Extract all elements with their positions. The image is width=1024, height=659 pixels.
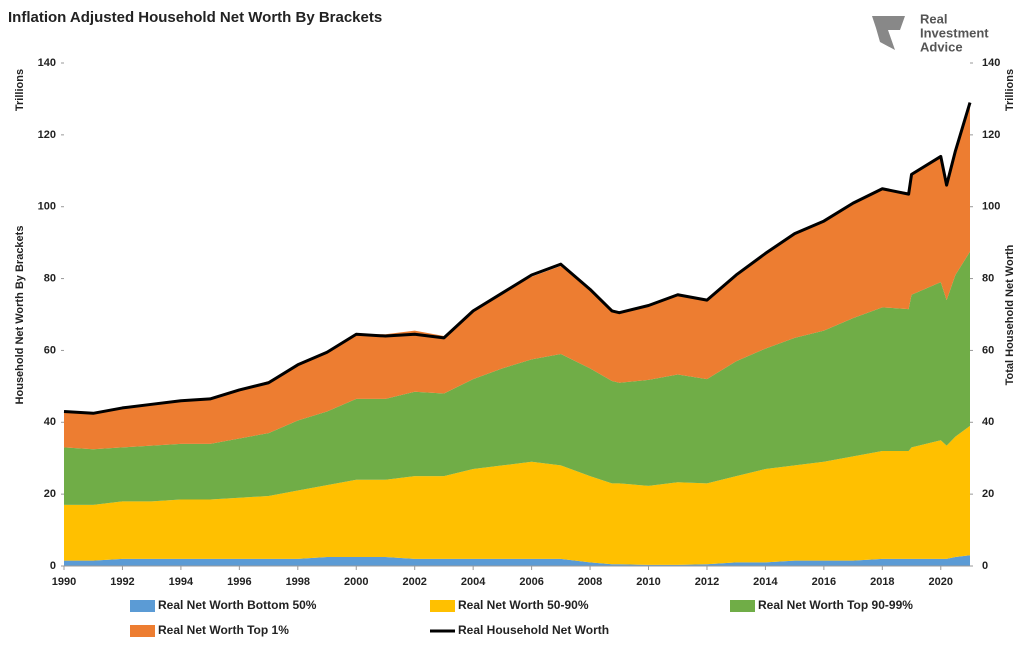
x-tick-label: 2000 — [344, 576, 368, 588]
legend-label: Real Household Net Worth — [458, 623, 609, 637]
y2-tick-label: 140 — [982, 57, 1000, 69]
x-tick-label: 1992 — [110, 576, 134, 588]
x-tick-label: 2004 — [461, 576, 486, 588]
y-tick-label: 120 — [38, 129, 56, 141]
logo-text: Investment — [920, 25, 989, 40]
line — [63, 102, 972, 415]
y2-tick-label: 40 — [982, 416, 994, 428]
y2-tick-label: 60 — [982, 344, 994, 356]
x-tick-label: 2016 — [812, 576, 836, 588]
area — [64, 106, 970, 450]
legend-label: Real Net Worth Bottom 50% — [158, 598, 317, 612]
x-tick-label: 2020 — [929, 576, 953, 588]
area — [64, 425, 970, 565]
legend-swatch — [130, 625, 155, 637]
logo-icon — [872, 16, 905, 50]
legend-swatch — [430, 600, 455, 612]
y-tick-label: 80 — [44, 272, 56, 284]
x-tick-label: 1994 — [169, 576, 194, 588]
y2-tick-label: 100 — [982, 201, 1000, 213]
y2-tick-label: 120 — [982, 129, 1000, 141]
x-tick-label: 2018 — [870, 576, 894, 588]
y2-axis-label: Total Household Net Worth — [1004, 244, 1016, 385]
plot-area — [63, 102, 972, 566]
y-unit: Trillions — [14, 69, 26, 111]
area — [64, 555, 970, 566]
y-tick-label: 60 — [44, 344, 56, 356]
y-tick-label: 20 — [44, 488, 56, 500]
x-tick-label: 1996 — [227, 576, 251, 588]
y2-unit: Trillions — [1004, 69, 1016, 111]
x-tick-label: 2014 — [753, 576, 778, 588]
x-tick-label: 2006 — [519, 576, 543, 588]
logo: Real Investment Advice — [872, 11, 989, 54]
chart-title: Inflation Adjusted Household Net Worth B… — [8, 9, 382, 26]
y-tick-label: 100 — [38, 201, 56, 213]
legend-label: Real Net Worth 50-90% — [458, 598, 589, 612]
logo-text: Real — [920, 11, 947, 26]
logo-text: Advice — [920, 39, 963, 54]
y-tick-label: 140 — [38, 57, 56, 69]
legend-label: Real Net Worth Top 90-99% — [758, 598, 913, 612]
y2-tick-label: 0 — [982, 560, 988, 572]
legend-swatch — [730, 600, 755, 612]
x-tick-label: 1990 — [52, 576, 76, 588]
legend-label: Real Net Worth Top 1% — [158, 623, 289, 637]
y-axis-label: Household Net Worth By Brackets — [14, 226, 26, 405]
y2-tick-label: 20 — [982, 488, 994, 500]
legend-swatch — [130, 600, 155, 612]
legend: Real Net Worth Bottom 50% Real Net Worth … — [130, 598, 913, 637]
x-tick-label: 2002 — [402, 576, 426, 588]
y-tick-label: 40 — [44, 416, 56, 428]
x-tick-label: 2010 — [636, 576, 660, 588]
x-tick-label: 2008 — [578, 576, 602, 588]
x-tick-label: 2012 — [695, 576, 719, 588]
x-tick-label: 1998 — [286, 576, 310, 588]
y2-tick-label: 80 — [982, 272, 994, 284]
y-tick-label: 0 — [50, 560, 56, 572]
area — [64, 251, 970, 505]
